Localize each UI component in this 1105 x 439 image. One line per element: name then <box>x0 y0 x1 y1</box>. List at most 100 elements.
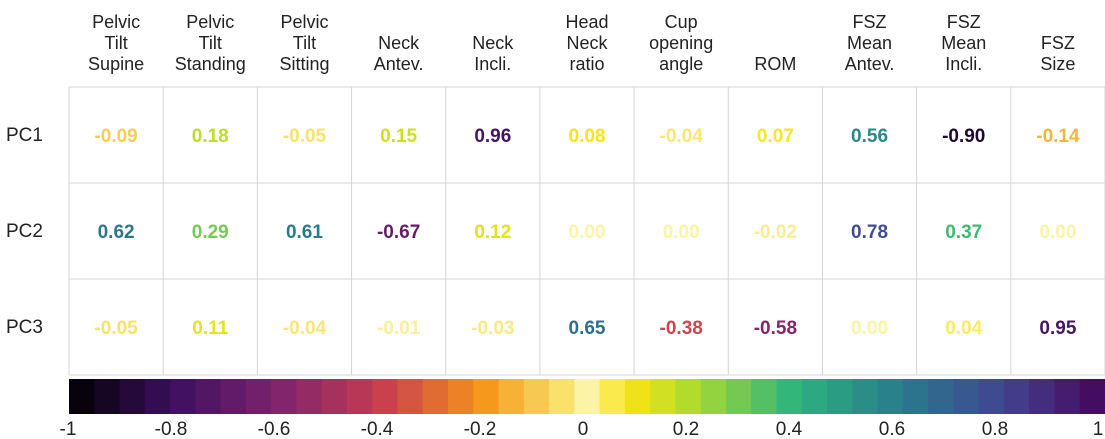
colorbar-tick-label: 0.6 <box>879 419 905 439</box>
colorbar-segment <box>69 379 95 414</box>
colorbar-segment <box>650 379 677 414</box>
colorbar-segment <box>321 379 348 414</box>
cell-value: -0.05 <box>283 126 327 147</box>
column-header: FSZ Size <box>1040 33 1075 74</box>
colorbar-segment <box>372 379 399 414</box>
colorbar-segment <box>346 379 373 414</box>
column-header-line: Antev. <box>374 54 424 74</box>
column-header-line: Pelvic <box>186 12 234 32</box>
column-header-line: Mean <box>941 33 986 53</box>
column-header-line: Size <box>1040 54 1075 74</box>
column-header-line: Antev. <box>845 54 895 74</box>
colorbar-segment <box>170 379 196 414</box>
column-header: ROM <box>754 54 796 74</box>
cell-value: 0.00 <box>663 222 700 243</box>
cell-value: -0.04 <box>283 318 327 339</box>
cell-value: -0.02 <box>754 222 797 243</box>
colorbar-segment <box>144 379 171 414</box>
colorbar-segment <box>827 379 853 414</box>
column-header-line: ratio <box>569 54 604 74</box>
column-header: Pelvic Tilt Standing <box>175 12 246 74</box>
cell-value: -0.01 <box>377 318 421 339</box>
colorbar-segment <box>220 379 247 414</box>
cell-value: 0.12 <box>474 222 511 243</box>
column-header-line: Supine <box>88 54 144 74</box>
row-label: PC2 <box>6 221 43 242</box>
cell-value: -0.09 <box>94 126 137 147</box>
colorbar-segment <box>422 379 449 414</box>
cell-value: -0.67 <box>377 222 420 243</box>
column-header: Neck Antev. <box>374 33 424 74</box>
row-labels: PC1 PC2 PC3 <box>6 125 43 338</box>
column-header-line: angle <box>659 54 703 74</box>
column-header-line: Incli. <box>474 54 511 74</box>
colorbar-tick-label: 0.2 <box>673 419 699 439</box>
cell-value: 0.65 <box>569 318 606 339</box>
colorbar-segment <box>902 379 929 414</box>
colorbar-tick-label: 0.4 <box>776 419 803 439</box>
column-header: FSZ Mean Incli. <box>941 12 986 74</box>
colorbar-segment <box>1054 379 1081 414</box>
colorbar-segment <box>195 379 222 414</box>
colorbar-segment <box>852 379 879 414</box>
colorbar-segment <box>776 379 803 414</box>
column-header-line: Neck <box>378 33 420 53</box>
colorbar-segment <box>624 379 651 414</box>
colorbar-segment <box>675 379 702 414</box>
cell-value: 0.07 <box>757 126 794 147</box>
colorbar-segment <box>245 379 272 414</box>
cell-value: 0.62 <box>98 222 135 243</box>
column-header-line: Mean <box>847 33 892 53</box>
colorbar-segment <box>978 379 1005 414</box>
colorbar-segment <box>498 379 525 414</box>
column-header-line: Tilt <box>104 33 127 53</box>
column-header: Neck Incli. <box>472 33 514 74</box>
colorbar-segment <box>1029 379 1056 414</box>
colorbar-segment <box>271 379 298 414</box>
column-header-line: Pelvic <box>92 12 140 32</box>
cell-value: 0.15 <box>380 126 417 147</box>
colorbar-segment <box>574 379 601 414</box>
column-header: Pelvic Tilt Supine <box>88 12 144 74</box>
cell-value: -0.38 <box>660 318 703 339</box>
column-header-line: FSZ <box>853 12 887 32</box>
cell-value: 0.37 <box>945 222 982 243</box>
colorbar-segment <box>751 379 778 414</box>
colorbar-tick-label: -1 <box>60 419 77 439</box>
colorbar-segment <box>801 379 828 414</box>
column-header: Cup opening angle <box>649 12 713 74</box>
cell-value: -0.03 <box>471 318 514 339</box>
colorbar <box>69 379 1105 414</box>
colorbar-segment <box>1079 379 1105 414</box>
cell-value: -0.14 <box>1036 126 1080 147</box>
cell-value: 0.56 <box>851 126 888 147</box>
cell-value: -0.05 <box>94 318 138 339</box>
colorbar-segment <box>599 379 626 414</box>
colorbar-segment <box>473 379 500 414</box>
cell-value: 0.04 <box>945 318 982 339</box>
cell-value: 0.78 <box>851 222 888 243</box>
cell-value: 0.29 <box>192 222 229 243</box>
column-header-line: Incli. <box>945 54 982 74</box>
heatmap-grid <box>68 86 1105 376</box>
cell-value: 0.11 <box>192 318 228 339</box>
colorbar-segment <box>928 379 954 414</box>
column-header-line: Tilt <box>199 33 222 53</box>
cell-value: 0.61 <box>286 222 323 243</box>
column-header-line: ROM <box>754 54 796 74</box>
column-header: Head Neck ratio <box>565 12 608 74</box>
colorbar-segment <box>700 379 727 414</box>
cell-value: 0.00 <box>569 222 606 243</box>
cell-value: 0.00 <box>1039 222 1076 243</box>
colorbar-tick-label: 1 <box>1093 419 1104 439</box>
colorbar-segment <box>296 379 323 414</box>
column-header-line: Neck <box>566 33 608 53</box>
column-header: Pelvic Tilt Sitting <box>279 12 329 74</box>
cell-value: -0.90 <box>942 126 985 147</box>
column-header-line: Pelvic <box>280 12 328 32</box>
colorbar-segment <box>1003 379 1030 414</box>
colorbar-segment <box>953 379 980 414</box>
heatmap-cells: -0.09 0.18 -0.05 0.15 0.96 0.08 -0.04 0.07 0.56 -… <box>94 126 1080 339</box>
colorbar-segment <box>725 379 752 414</box>
